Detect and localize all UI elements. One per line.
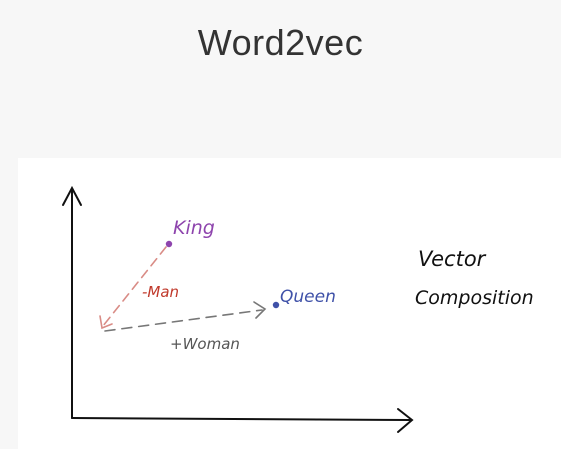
minus-man-arrowhead bbox=[99, 315, 113, 330]
x-axis bbox=[71, 417, 411, 421]
diagram-panel bbox=[18, 158, 561, 449]
queen-label: Queen bbox=[280, 287, 336, 307]
plus-woman-vector bbox=[104, 309, 263, 332]
slide-title: Word2vec bbox=[197, 22, 364, 63]
note-line-2: Composition bbox=[415, 287, 534, 309]
minus-man-label: -Man bbox=[142, 283, 179, 301]
king-label: King bbox=[173, 217, 215, 239]
plus-woman-label: +Woman bbox=[170, 335, 240, 353]
plus-woman-arrowhead bbox=[253, 301, 267, 319]
king-point bbox=[165, 240, 173, 248]
note-line-1: Vector bbox=[418, 247, 487, 271]
queen-point bbox=[272, 301, 280, 309]
minus-man-vector bbox=[102, 246, 167, 327]
y-axis-arrowhead bbox=[62, 185, 82, 206]
x-axis-arrowhead bbox=[397, 408, 414, 433]
